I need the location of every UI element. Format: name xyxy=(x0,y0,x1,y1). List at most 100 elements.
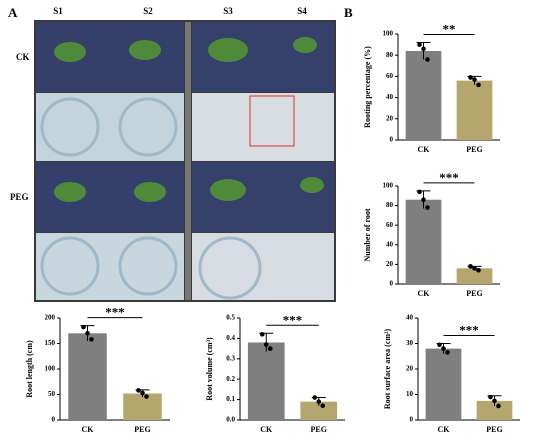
x-tick-label: PEG xyxy=(311,425,327,434)
data-point xyxy=(472,77,477,82)
y-tick-label: 0.2 xyxy=(226,375,235,383)
data-point xyxy=(316,399,322,404)
y-tick-label: 0 xyxy=(390,280,394,288)
data-point xyxy=(263,342,269,347)
bar xyxy=(476,400,513,420)
y-tick-label: 0.1 xyxy=(226,395,235,403)
data-point xyxy=(492,398,497,404)
x-tick-label: CK xyxy=(82,425,95,434)
x-tick-label: CK xyxy=(438,425,451,434)
significance-label: *** xyxy=(105,305,125,320)
bar xyxy=(247,342,285,420)
y-tick-label: 150 xyxy=(45,339,56,347)
data-point xyxy=(425,57,430,62)
data-point xyxy=(144,394,149,399)
bar xyxy=(405,50,442,140)
y-tick-label: 40 xyxy=(386,240,394,248)
y-tick-label: 0.5 xyxy=(226,314,235,322)
data-point xyxy=(476,267,481,273)
x-tick-label: CK xyxy=(418,145,431,154)
significance-label: *** xyxy=(459,322,479,337)
panel-label: B xyxy=(344,5,353,20)
y-axis-label: Rooting percentage (%) xyxy=(363,46,372,128)
plant-leaves xyxy=(54,37,324,202)
x-tick-label: CK xyxy=(260,425,273,434)
y-tick-label: 200 xyxy=(45,314,56,322)
photo xyxy=(192,93,334,161)
data-point xyxy=(85,331,90,336)
significance-label: *** xyxy=(439,170,459,185)
bar xyxy=(300,401,338,420)
photo xyxy=(36,233,184,300)
bar xyxy=(456,80,493,140)
y-axis-label: Root volume (cm³) xyxy=(205,337,214,401)
data-point xyxy=(140,390,145,396)
divider xyxy=(185,22,191,300)
y-tick-label: 100 xyxy=(383,182,394,190)
bar xyxy=(456,268,493,284)
data-point xyxy=(472,266,477,271)
data-point xyxy=(312,395,318,400)
photo xyxy=(36,93,184,161)
y-tick-label: 100 xyxy=(383,30,394,38)
y-tick-label: 0.4 xyxy=(226,334,235,342)
significance-label: ** xyxy=(443,21,456,36)
y-tick-label: 20 xyxy=(386,114,394,122)
x-tick-label: PEG xyxy=(466,289,482,298)
y-tick-label: 20 xyxy=(406,365,414,373)
photo xyxy=(192,162,334,232)
y-tick-label: 40 xyxy=(386,93,394,101)
data-point xyxy=(468,75,473,80)
data-point xyxy=(259,332,265,337)
data-point xyxy=(425,205,430,210)
row-label: CK xyxy=(16,52,30,62)
y-tick-label: 0.3 xyxy=(226,354,235,362)
y-axis-label: Root surface area (cm²) xyxy=(383,329,392,410)
y-tick-label: 0.0 xyxy=(226,416,235,424)
column-label: S2 xyxy=(143,6,153,16)
y-axis-label: Number of root xyxy=(363,208,372,261)
data-point xyxy=(417,42,422,47)
panel-label: A xyxy=(8,5,18,20)
column-label: S3 xyxy=(223,6,233,16)
bar xyxy=(123,393,162,420)
data-point xyxy=(488,394,493,400)
data-point xyxy=(421,46,426,52)
data-point xyxy=(320,403,326,409)
y-tick-label: 100 xyxy=(45,365,56,373)
data-point xyxy=(468,264,473,269)
row-label: PEG xyxy=(10,192,29,202)
y-tick-label: 10 xyxy=(406,390,414,398)
significance-label: *** xyxy=(283,312,303,327)
highlight-box xyxy=(249,95,295,147)
x-tick-label: PEG xyxy=(466,145,482,154)
y-tick-label: 80 xyxy=(386,201,394,209)
column-label: S4 xyxy=(297,6,307,16)
bar xyxy=(425,348,462,420)
photo xyxy=(192,233,334,300)
bar xyxy=(405,199,442,284)
y-tick-label: 0 xyxy=(390,136,394,144)
stem-sections xyxy=(40,97,262,300)
data-point xyxy=(267,346,273,351)
photo-grid xyxy=(34,20,336,302)
y-tick-label: 0 xyxy=(52,416,56,424)
data-point xyxy=(445,350,450,355)
y-tick-label: 80 xyxy=(386,51,394,59)
y-tick-label: 20 xyxy=(386,260,394,268)
data-point xyxy=(496,403,501,409)
y-tick-label: 40 xyxy=(406,314,414,322)
data-point xyxy=(81,324,86,330)
y-tick-label: 0 xyxy=(410,416,414,424)
data-point xyxy=(136,388,141,393)
data-point xyxy=(437,342,442,348)
bar xyxy=(68,333,107,420)
data-point xyxy=(89,337,94,342)
y-tick-label: 60 xyxy=(386,72,394,80)
y-axis-label: Root length (cm) xyxy=(25,340,34,398)
data-point xyxy=(421,197,426,203)
column-label: S1 xyxy=(53,6,63,16)
y-tick-label: 60 xyxy=(386,221,394,229)
